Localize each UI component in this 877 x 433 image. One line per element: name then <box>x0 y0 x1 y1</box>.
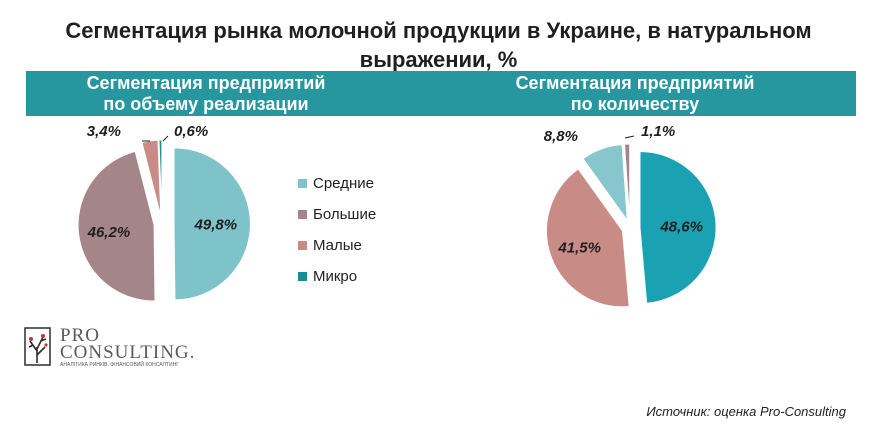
legend-label: Средние <box>313 175 374 192</box>
legend-swatch <box>298 241 307 250</box>
pie-slice <box>158 139 163 217</box>
data-label: 48,6% <box>659 219 703 236</box>
page-title-line-2: выражении, % <box>359 47 518 72</box>
page-title: Сегментация рынка молочной продукции в У… <box>0 16 877 74</box>
page-title-line-1: Сегментация рынка молочной продукции в У… <box>65 18 812 43</box>
legend-item: Большие <box>298 199 376 230</box>
legend: Средние Большие Малые Микро <box>298 168 376 292</box>
leader-line <box>162 135 169 142</box>
pie-slice <box>173 147 251 301</box>
legend-label: Малые <box>313 237 362 254</box>
tree-logo-icon <box>24 327 51 366</box>
legend-label: Микро <box>313 268 358 285</box>
pie-slice <box>639 151 717 304</box>
data-label: 49,8% <box>194 217 238 234</box>
legend-label: Большие <box>313 206 377 223</box>
pie-slice <box>77 150 156 302</box>
source-note: Источник: оценка Pro-Consulting <box>646 404 846 419</box>
pie-slice <box>582 144 628 223</box>
logo-text-consulting: CONSULTING. <box>60 342 196 363</box>
logo-text-pro: PRO <box>60 325 100 346</box>
data-label: 41,5% <box>557 240 601 257</box>
legend-item: Малые <box>298 230 376 261</box>
data-label: 46,2% <box>87 224 131 241</box>
legend-item: Микро <box>298 261 376 292</box>
leader-line <box>624 135 635 139</box>
legend-swatch <box>298 179 307 188</box>
right-chart-title: Сегментация предприятий по количеству <box>515 72 755 114</box>
data-label: 8,8% <box>544 128 578 145</box>
pie-slice <box>623 143 631 221</box>
data-label: 1,1% <box>641 123 675 140</box>
header-band <box>26 71 856 116</box>
pie-slice <box>546 168 630 308</box>
logo: PRO CONSULTING. АНАЛІТИКА РИНКІВ. ФІНАНС… <box>24 325 194 370</box>
data-label: 3,4% <box>87 123 121 140</box>
data-label: 0,6% <box>174 123 208 140</box>
legend-swatch <box>298 272 307 281</box>
left-chart-title: Сегментация предприятий по объему реализ… <box>86 72 326 114</box>
logo-tagline: АНАЛІТИКА РИНКІВ. ФІНАНСОВИЙ КОНСАЛТИНГ <box>60 362 179 368</box>
legend-swatch <box>298 210 307 219</box>
legend-item: Средние <box>298 168 376 199</box>
